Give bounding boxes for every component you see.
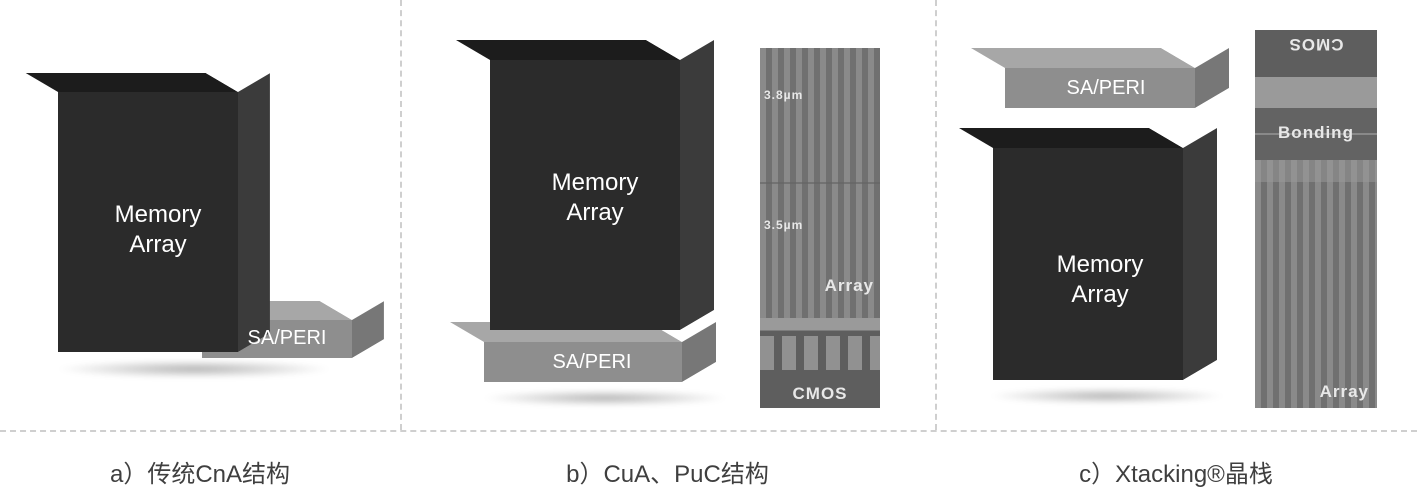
- memory-label: Memory Array: [68, 200, 248, 260]
- peri-label: SA/PERI: [1031, 76, 1181, 101]
- figure-stage: a）传统CnA结构Memory ArraySA/PERIb）CuA、PuC结构M…: [0, 0, 1417, 501]
- sem-dim-top: 3.8µm: [760, 88, 880, 102]
- panel-a: a）传统CnA结构 Memory Array SA/PERI: [0, 0, 400, 501]
- peri-label: SA/PERI: [512, 350, 672, 375]
- drop-shadow: [54, 360, 334, 378]
- sem-array-region: [1255, 160, 1377, 408]
- panel-scene: Memory Array SA/PERI CMOS Bonding Array: [935, 0, 1417, 430]
- panel-scene: Memory Array SA/PERI: [0, 0, 400, 430]
- panel-b: b）CuA、PuC结构 Memory Array SA/PERI 3.8µm 3.5µm…: [400, 0, 935, 501]
- drop-shadow: [480, 390, 730, 406]
- panel-caption: a）传统CnA结构: [0, 454, 400, 489]
- sem-bonding-label: Bonding: [1255, 123, 1377, 143]
- sem-array-label: Array: [1255, 382, 1377, 402]
- panel-caption: c）Xtacking®晶栈: [935, 454, 1417, 489]
- panel-c: c）Xtacking®晶栈 Memory Array SA/PERI CMOS Bond…: [935, 0, 1417, 501]
- memory-label: Memory Array: [1005, 250, 1195, 310]
- sem-cmos-label: CMOS: [760, 384, 880, 404]
- memory-label: Memory Array: [500, 168, 690, 228]
- sem-dim-bot: 3.5µm: [760, 218, 880, 232]
- peri-label: SA/PERI: [222, 326, 352, 351]
- sem-strip: CMOS Bonding Array: [1255, 30, 1377, 408]
- sem-strip: 3.8µm 3.5µm Array CMOS: [760, 48, 880, 408]
- drop-shadow: [987, 388, 1227, 404]
- sem-array-label: Array: [760, 276, 880, 296]
- panel-caption: b）CuA、PuC结构: [400, 454, 935, 489]
- panel-scene: Memory Array SA/PERI 3.8µm 3.5µm Array CMOS: [400, 0, 935, 430]
- sem-cmos-label: CMOS: [1255, 34, 1377, 54]
